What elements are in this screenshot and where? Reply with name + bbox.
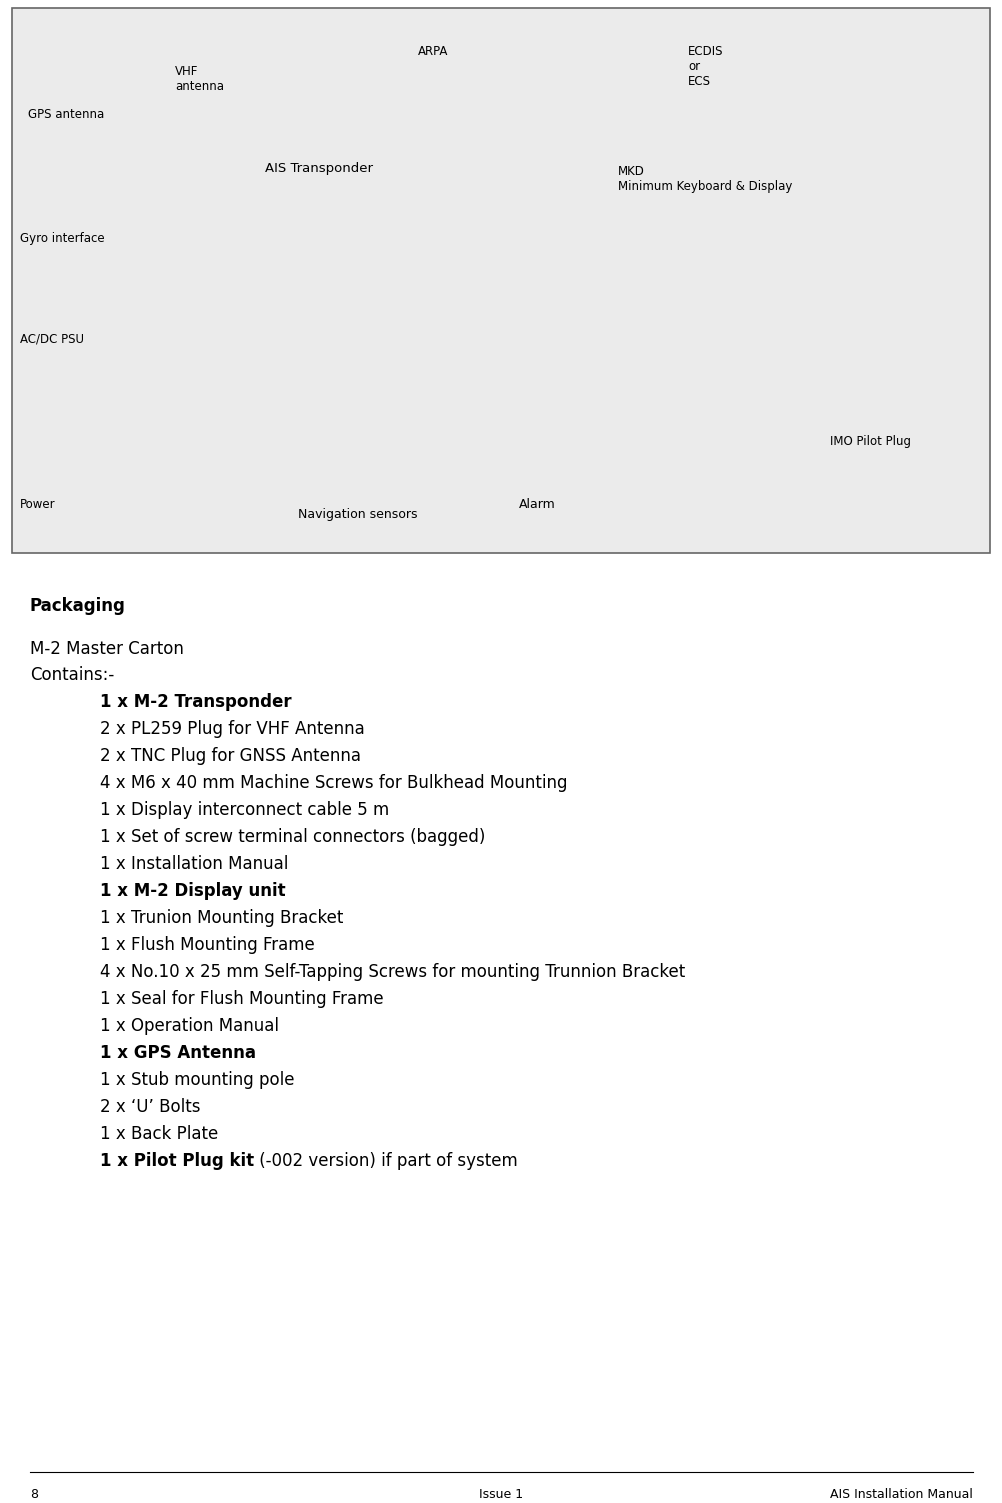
Text: 1 x Back Plate: 1 x Back Plate — [100, 1126, 218, 1142]
Text: Power: Power — [20, 497, 55, 511]
Text: Gyro interface: Gyro interface — [20, 231, 104, 245]
Text: Alarm: Alarm — [518, 497, 555, 511]
Text: (-002 version) if part of system: (-002 version) if part of system — [254, 1151, 517, 1169]
Text: 4 x No.10 x 25 mm Self-Tapping Screws for mounting Trunnion Bracket: 4 x No.10 x 25 mm Self-Tapping Screws fo… — [100, 963, 684, 981]
Text: Contains:-: Contains:- — [30, 666, 114, 684]
Text: MKD
Minimum Keyboard & Display: MKD Minimum Keyboard & Display — [617, 165, 792, 192]
Text: 2 x ‘U’ Bolts: 2 x ‘U’ Bolts — [100, 1099, 200, 1117]
Text: 1 x Operation Manual: 1 x Operation Manual — [100, 1018, 279, 1036]
Text: 1 x Pilot Plug kit: 1 x Pilot Plug kit — [100, 1151, 254, 1169]
Bar — [12, 8, 989, 553]
Text: 2 x TNC Plug for GNSS Antenna: 2 x TNC Plug for GNSS Antenna — [100, 747, 361, 765]
Text: Navigation sensors: Navigation sensors — [298, 508, 417, 522]
Text: Packaging: Packaging — [30, 597, 125, 615]
Text: IMO Pilot Plug: IMO Pilot Plug — [830, 434, 910, 448]
Text: Issue 1: Issue 1 — [479, 1488, 523, 1501]
Text: 4 x M6 x 40 mm Machine Screws for Bulkhead Mounting: 4 x M6 x 40 mm Machine Screws for Bulkhe… — [100, 774, 567, 792]
Text: 1 x Set of screw terminal connectors (bagged): 1 x Set of screw terminal connectors (ba… — [100, 828, 485, 846]
Text: 1 x M-2 Transponder: 1 x M-2 Transponder — [100, 693, 292, 711]
Text: 1 x Display interconnect cable 5 m: 1 x Display interconnect cable 5 m — [100, 801, 389, 819]
Text: 1 x Trunion Mounting Bracket: 1 x Trunion Mounting Bracket — [100, 909, 343, 927]
Text: AIS Installation Manual: AIS Installation Manual — [830, 1488, 972, 1501]
Text: AIS Transponder: AIS Transponder — [265, 162, 373, 174]
Text: 1 x Flush Mounting Frame: 1 x Flush Mounting Frame — [100, 936, 315, 954]
Text: 2 x PL259 Plug for VHF Antenna: 2 x PL259 Plug for VHF Antenna — [100, 720, 365, 738]
Text: 1 x Stub mounting pole: 1 x Stub mounting pole — [100, 1072, 295, 1090]
Text: ECDIS
or
ECS: ECDIS or ECS — [687, 45, 722, 89]
Text: 1 x M-2 Display unit: 1 x M-2 Display unit — [100, 882, 286, 900]
Text: 1 x GPS Antenna: 1 x GPS Antenna — [100, 1045, 256, 1063]
Text: ARPA: ARPA — [418, 45, 448, 59]
Text: M-2 Master Carton: M-2 Master Carton — [30, 640, 183, 658]
Text: AC/DC PSU: AC/DC PSU — [20, 332, 84, 346]
Text: 1 x Seal for Flush Mounting Frame: 1 x Seal for Flush Mounting Frame — [100, 990, 383, 1009]
Text: VHF
antenna: VHF antenna — [174, 65, 223, 93]
Text: 1 x Installation Manual: 1 x Installation Manual — [100, 855, 289, 873]
Text: GPS antenna: GPS antenna — [28, 108, 104, 122]
Text: 8: 8 — [30, 1488, 38, 1501]
